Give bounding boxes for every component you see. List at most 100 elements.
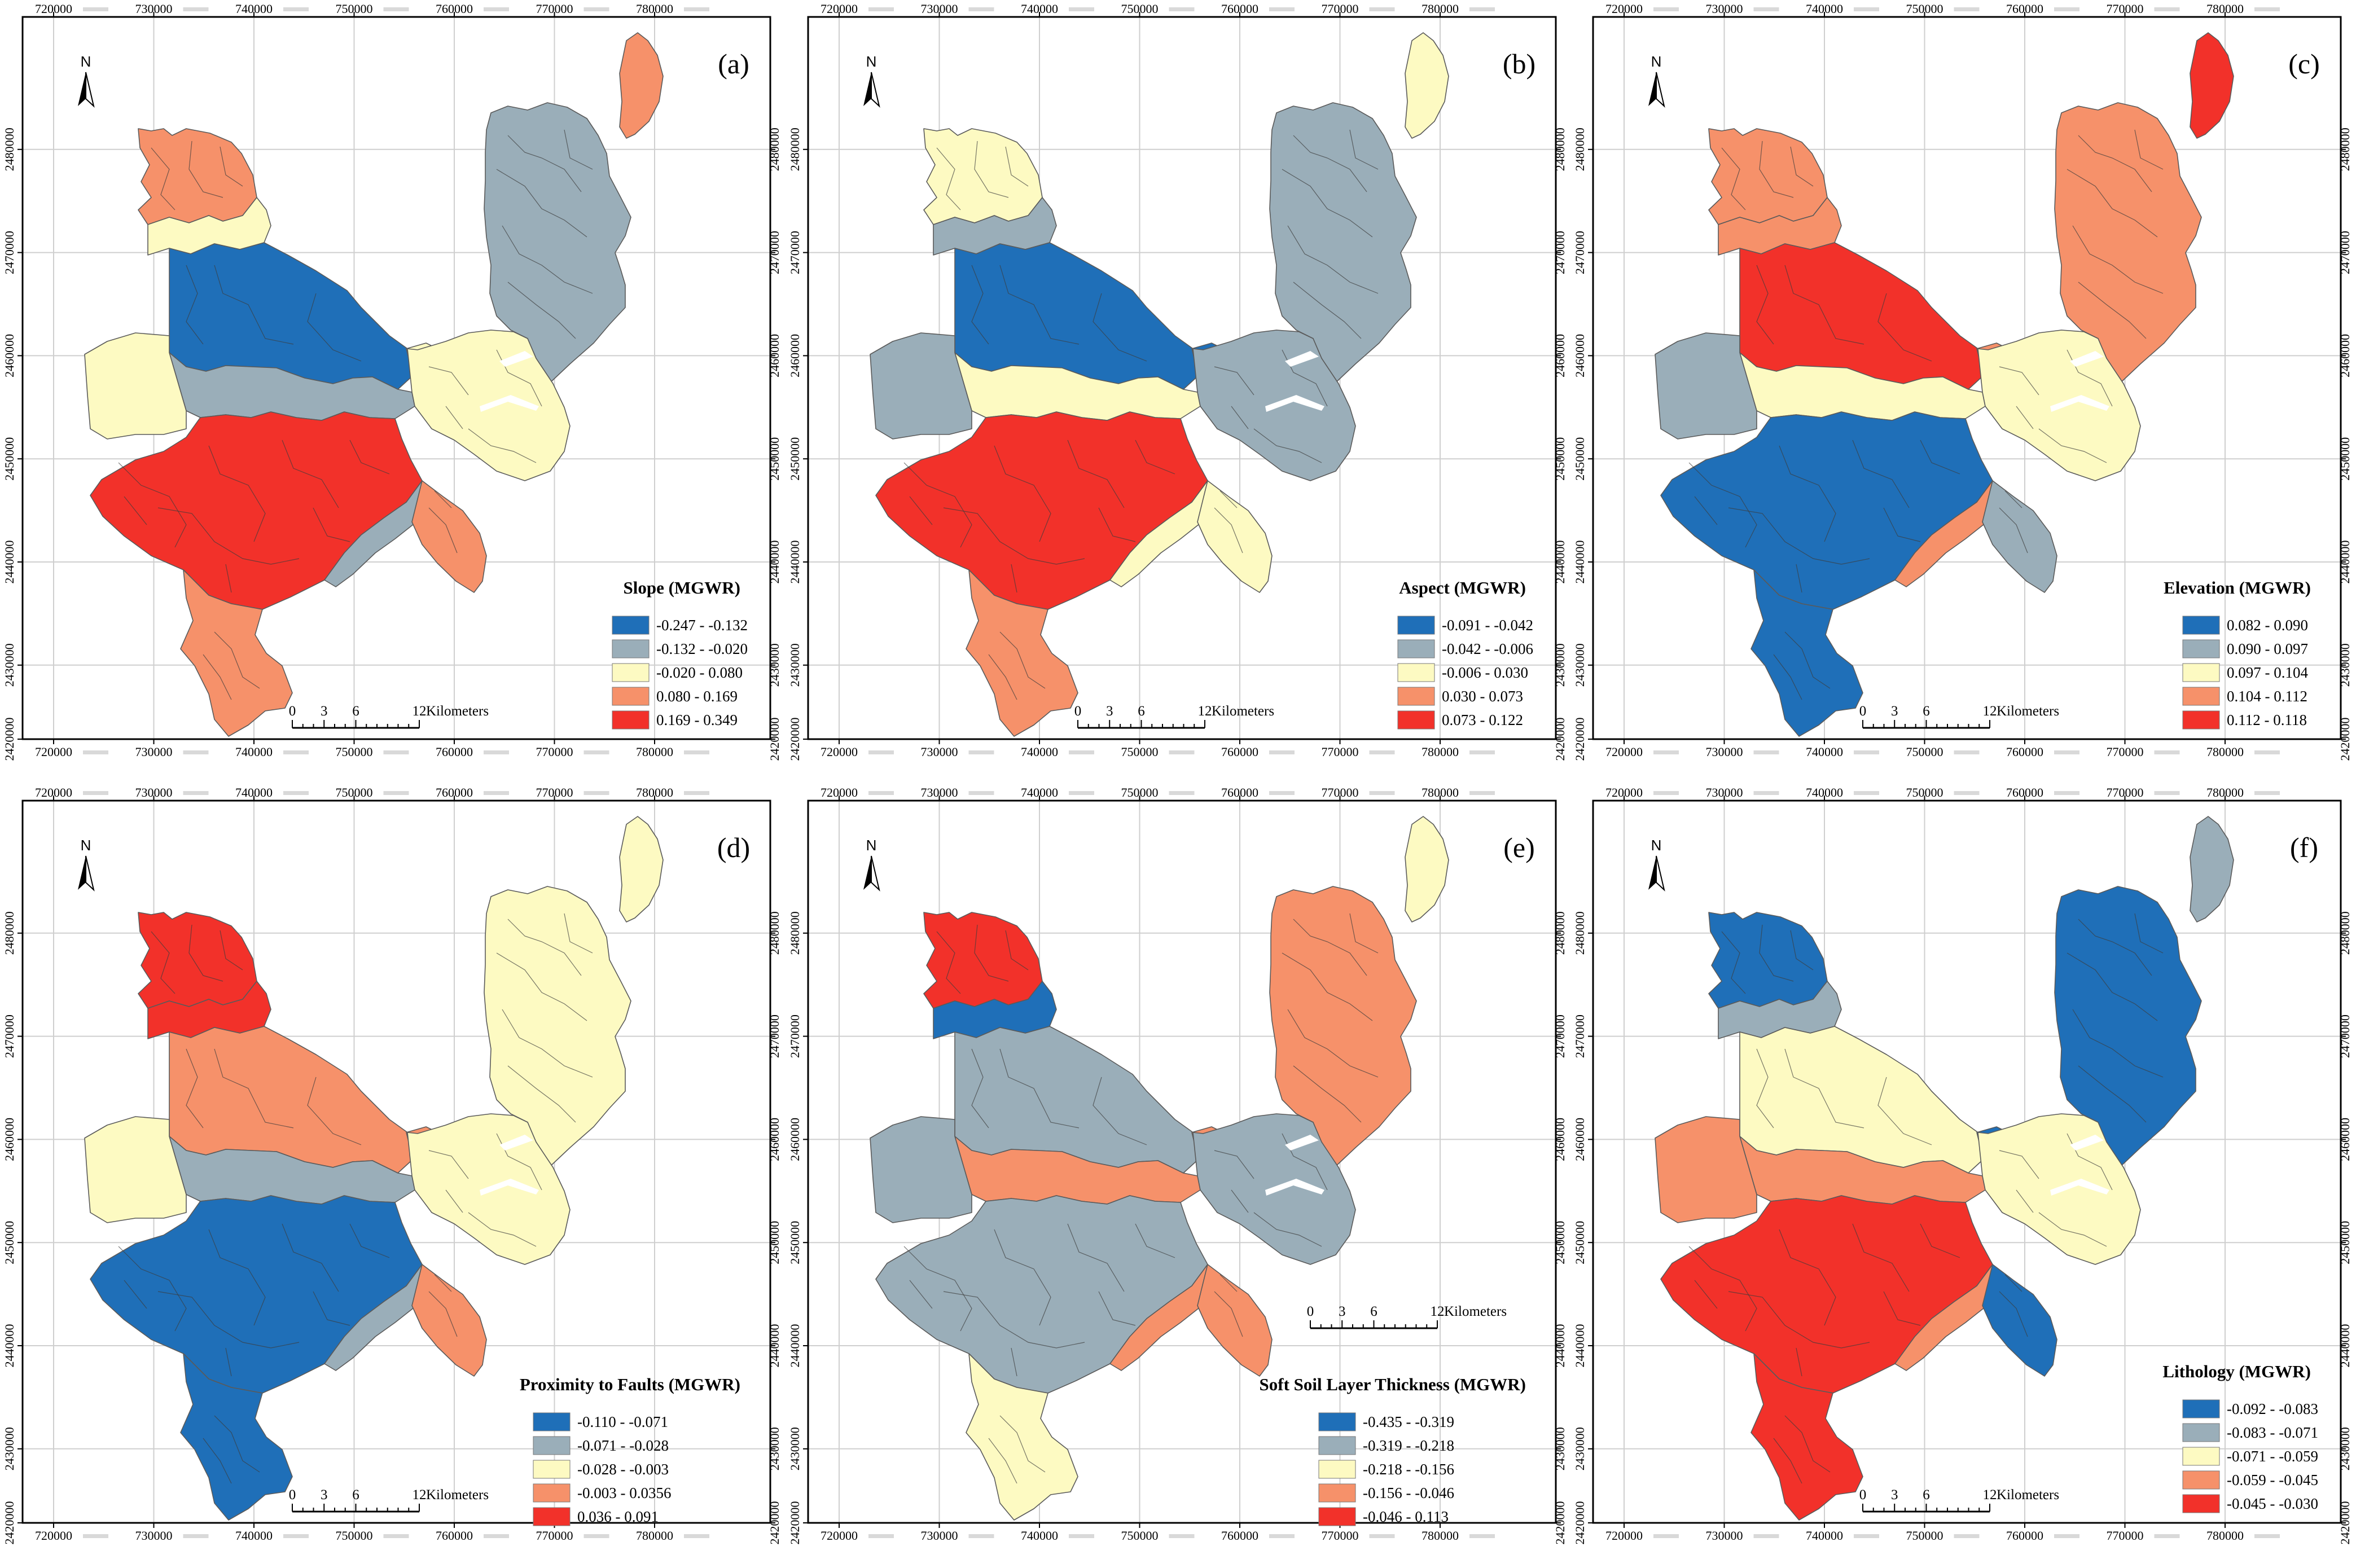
legend-range-5: 0.036 - 0.091 [577, 1508, 659, 1525]
admin-boundary [186, 265, 362, 362]
x-tick-label-top: 720000 [35, 2, 72, 16]
zone-10 [1267, 886, 1417, 1192]
map-panel-a: 720000 720000 730000 730000 740000 740000 7500… [0, 0, 786, 784]
scale-bar-label: 3 [1891, 1487, 1898, 1503]
panel-label: (f) [2290, 832, 2318, 863]
legend-swatch-3 [612, 663, 650, 682]
legend: Slope (MGWR) -0.247 - -0.132 -0.132 - -0.0… [612, 578, 748, 730]
x-tick-label-bottom: 720000 [35, 745, 72, 759]
north-arrow-right-half [1656, 855, 1665, 891]
scale-bar-label: 0 [1859, 704, 1867, 719]
y-tick-label-left: 2430000 [2, 643, 16, 687]
label-dash [1369, 1534, 1395, 1538]
scale-bar-label: 12 [1983, 704, 1997, 719]
x-tick-label-bottom: 780000 [1422, 745, 1459, 759]
admin-boundary [2067, 129, 2164, 339]
scale-bar-label: 6 [352, 704, 359, 719]
panel-label: (c) [2288, 48, 2320, 80]
study-area-map [84, 32, 664, 737]
scale-bar-unit: Kilometers [1444, 1304, 1507, 1319]
legend-swatch-1 [2182, 1399, 2220, 1418]
admin-boundary [496, 913, 593, 1123]
label-dash [1469, 791, 1495, 795]
x-tick-label-bottom: 770000 [1322, 745, 1359, 759]
x-tick-label-top: 780000 [2206, 2, 2244, 16]
zone-8 [1894, 480, 2000, 587]
x-tick-label-bottom: 780000 [636, 745, 673, 759]
scale-bar-label: 3 [321, 1487, 328, 1503]
label-dash [684, 1534, 709, 1538]
legend-swatch-4 [2182, 1470, 2220, 1490]
zone-3 [1739, 242, 1989, 390]
zone-13 [411, 1264, 487, 1377]
y-tick-label-left: 2420000 [2, 718, 16, 761]
zone-11 [2190, 816, 2234, 923]
x-tick-label-bottom: 770000 [536, 745, 573, 759]
x-tick-label-top: 720000 [1605, 2, 1643, 16]
x-tick-label-bottom: 720000 [1605, 1529, 1643, 1543]
y-tick-label-left: 2450000 [788, 437, 802, 481]
label-dash [83, 1534, 108, 1538]
x-tick-label-bottom: 730000 [135, 1529, 173, 1543]
label-dash [868, 1534, 894, 1538]
y-tick-label-left: 2470000 [2, 231, 16, 274]
label-dash [2154, 1534, 2180, 1538]
zone-6 [1660, 411, 1993, 610]
zone-6 [875, 411, 1208, 610]
zone-1 [923, 128, 1043, 225]
x-tick-label-bottom: 750000 [336, 745, 373, 759]
admin-boundary [1214, 490, 1243, 554]
map-canvas: 720000 720000 730000 730000 740000 740000 7500… [2, 785, 782, 1545]
legend-range-3: -0.006 - 0.030 [1442, 664, 1528, 681]
y-tick-label-left: 2430000 [1573, 643, 1587, 687]
north-arrow-right-half [871, 855, 880, 891]
y-tick-label-left: 2420000 [1573, 1501, 1587, 1545]
admin-boundary [151, 140, 243, 210]
zone-1 [138, 128, 257, 225]
north-arrow-left-half [78, 856, 86, 890]
x-tick-label-top: 770000 [2107, 785, 2144, 800]
zone-3 [954, 242, 1204, 390]
legend: Elevation (MGWR) 0.082 - 0.090 0.090 - 0.0… [2164, 578, 2311, 730]
x-tick-label-bottom: 750000 [336, 1529, 373, 1543]
zone-1 [1708, 912, 1828, 1009]
label-dash [283, 750, 309, 754]
x-tick-label-top: 750000 [336, 2, 373, 16]
admin-boundary [186, 1048, 362, 1145]
x-tick-label-top: 730000 [135, 785, 173, 800]
label-dash [83, 791, 108, 795]
admin-boundary [428, 1133, 542, 1247]
north-arrow-icon: N [863, 837, 880, 891]
scale-bar-label: 6 [352, 1487, 359, 1503]
legend-title: Soft Soil Layer Thickness (MGWR) [1260, 1374, 1526, 1394]
y-tick-label-left: 2480000 [1573, 128, 1587, 171]
x-tick-label-bottom: 740000 [235, 1529, 273, 1543]
x-tick-label-top: 730000 [921, 785, 958, 800]
scale-bar: 0 3 6 12 Kilometers [1859, 704, 2059, 729]
y-tick-label-left: 2440000 [788, 1324, 802, 1368]
zone-11 [619, 32, 664, 139]
legend-title: Slope (MGWR) [623, 578, 740, 598]
north-label: N [866, 837, 877, 854]
zone-6 [875, 1195, 1208, 1394]
y-tick-label-left: 2480000 [2, 128, 16, 171]
y-tick-label-left: 2420000 [788, 1501, 802, 1545]
x-tick-label-bottom: 740000 [1021, 1529, 1058, 1543]
y-tick-label-left: 2440000 [2, 1324, 16, 1368]
x-tick-label-bottom: 740000 [1806, 745, 1843, 759]
admin-boundary [988, 1415, 1046, 1484]
label-dash [1653, 791, 1679, 795]
river-gap [1265, 1179, 1324, 1196]
label-dash [1069, 750, 1094, 754]
x-tick-label-top: 770000 [1322, 2, 1359, 16]
y-tick-label-left: 2430000 [788, 643, 802, 687]
admin-boundary [1773, 631, 1831, 700]
river-gap [1285, 1135, 1319, 1150]
legend-range-1: -0.247 - -0.132 [656, 617, 748, 634]
scale-bar-label: 12 [413, 1487, 427, 1503]
y-tick-label-left: 2450000 [2, 437, 16, 481]
river-gap [2070, 351, 2104, 367]
zone-11 [2190, 32, 2234, 139]
scale-bar: 0 3 6 12 Kilometers [1307, 1304, 1507, 1329]
admin-boundary [936, 924, 1029, 994]
